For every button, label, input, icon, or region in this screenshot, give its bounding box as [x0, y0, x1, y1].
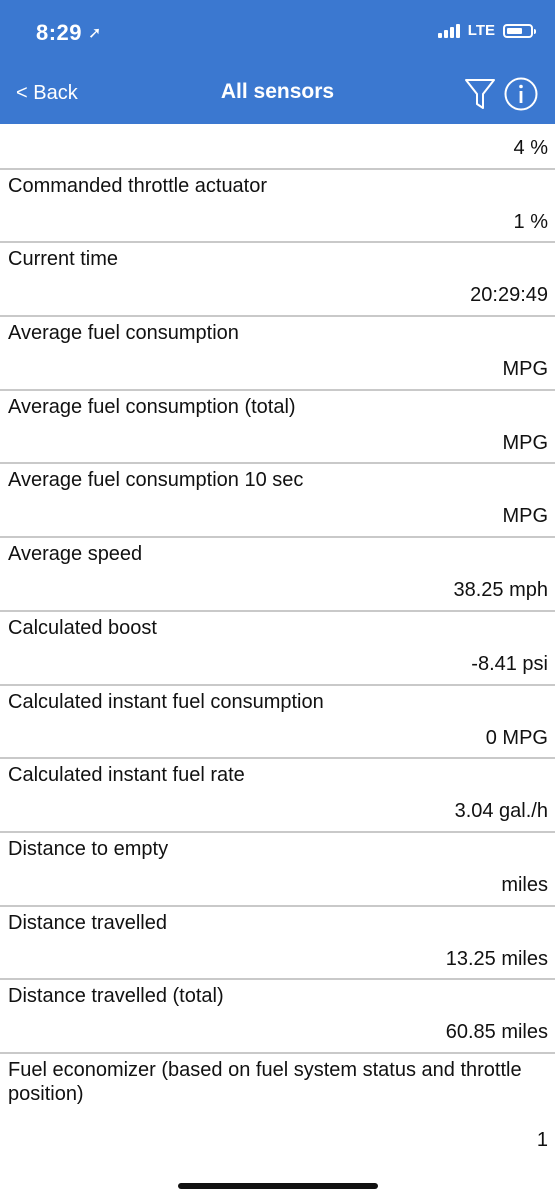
- sensor-value: 38.25 mph: [453, 579, 548, 602]
- info-icon[interactable]: [503, 76, 539, 112]
- sensor-row[interactable]: Average speed 38.25 mph: [0, 538, 555, 612]
- sensor-value: 60.85 miles: [445, 1021, 548, 1044]
- sensor-value: 13.25 miles: [445, 947, 548, 970]
- sensor-name: Current time: [8, 248, 119, 271]
- sensor-name: Calculated instant fuel consumption: [8, 690, 324, 713]
- sensor-name: Distance travelled: [8, 911, 167, 934]
- sensor-name: Distance to empty: [8, 837, 169, 860]
- sensor-value: MPG: [502, 505, 548, 528]
- sensor-value: 1: [536, 1128, 548, 1151]
- sensor-row[interactable]: Calculated instant fuel consumption 0 MPG: [0, 686, 555, 760]
- sensor-list[interactable]: Absolute pedal position E4 %Commanded th…: [0, 114, 555, 1200]
- navigation-header: 8:29 ➚ LTE < Back All sensors: [0, 0, 555, 124]
- status-time: 8:29 ➚: [36, 20, 102, 46]
- sensor-value: 3.04 gal./h: [454, 800, 548, 823]
- page-title: All sensors: [220, 80, 335, 103]
- sensor-row[interactable]: Calculated boost -8.41 psi: [0, 612, 555, 686]
- home-indicator[interactable]: [178, 1183, 378, 1189]
- battery-icon: [503, 23, 536, 38]
- sensor-row[interactable]: Fuel economizer (based on fuel system st…: [0, 1054, 555, 1200]
- sensor-row[interactable]: Average fuel consumption MPG: [0, 317, 555, 391]
- sensor-row[interactable]: Distance to empty miles: [0, 833, 555, 907]
- sensor-value: 0 MPG: [485, 726, 548, 749]
- sensor-row[interactable]: Commanded throttle actuator 1 %: [0, 170, 555, 244]
- sensor-name: Commanded throttle actuator: [8, 174, 268, 197]
- network-type: LTE: [467, 22, 495, 39]
- sensor-row[interactable]: Distance travelled (total) 60.85 miles: [0, 980, 555, 1054]
- signal-strength-icon: [437, 23, 460, 38]
- sensor-value: MPG: [502, 431, 548, 454]
- sensor-row[interactable]: Current time 20:29:49: [0, 243, 555, 318]
- sensor-value: 1 %: [513, 210, 548, 233]
- battery-level: [507, 27, 522, 34]
- clock-text: 8:29: [36, 20, 83, 45]
- sensor-name: Average fuel consumption 10 sec: [8, 469, 304, 492]
- sensor-name: Calculated boost: [8, 616, 157, 639]
- back-button[interactable]: < Back: [16, 82, 78, 104]
- sensor-name: Average speed: [8, 543, 143, 566]
- sensor-row[interactable]: Calculated instant fuel rate 3.04 gal./h: [0, 759, 555, 833]
- status-indicators: LTE: [437, 22, 536, 39]
- sensor-value: -8.41 psi: [471, 652, 548, 675]
- sensor-name: Average fuel consumption (total): [8, 395, 296, 418]
- filter-icon[interactable]: [463, 76, 497, 112]
- sensor-row[interactable]: Distance travelled 13.25 miles: [0, 907, 555, 981]
- sensor-value: 4 %: [513, 137, 548, 159]
- location-arrow-icon: ➚: [88, 25, 102, 42]
- page-title-wrap: All sensors: [0, 80, 555, 104]
- sensor-value: 20:29:49: [470, 284, 548, 307]
- sensor-name: Average fuel consumption: [8, 322, 239, 345]
- sensor-name: Fuel economizer (based on fuel system st…: [8, 1058, 522, 1105]
- sensor-row[interactable]: Average fuel consumption 10 sec MPG: [0, 464, 555, 539]
- sensor-name: Calculated instant fuel rate: [8, 764, 245, 787]
- sensor-value: MPG: [502, 358, 548, 381]
- sensor-row[interactable]: Average fuel consumption (total) MPG: [0, 391, 555, 465]
- sensor-value: miles: [501, 873, 548, 896]
- sensor-name: Distance travelled (total): [8, 985, 224, 1008]
